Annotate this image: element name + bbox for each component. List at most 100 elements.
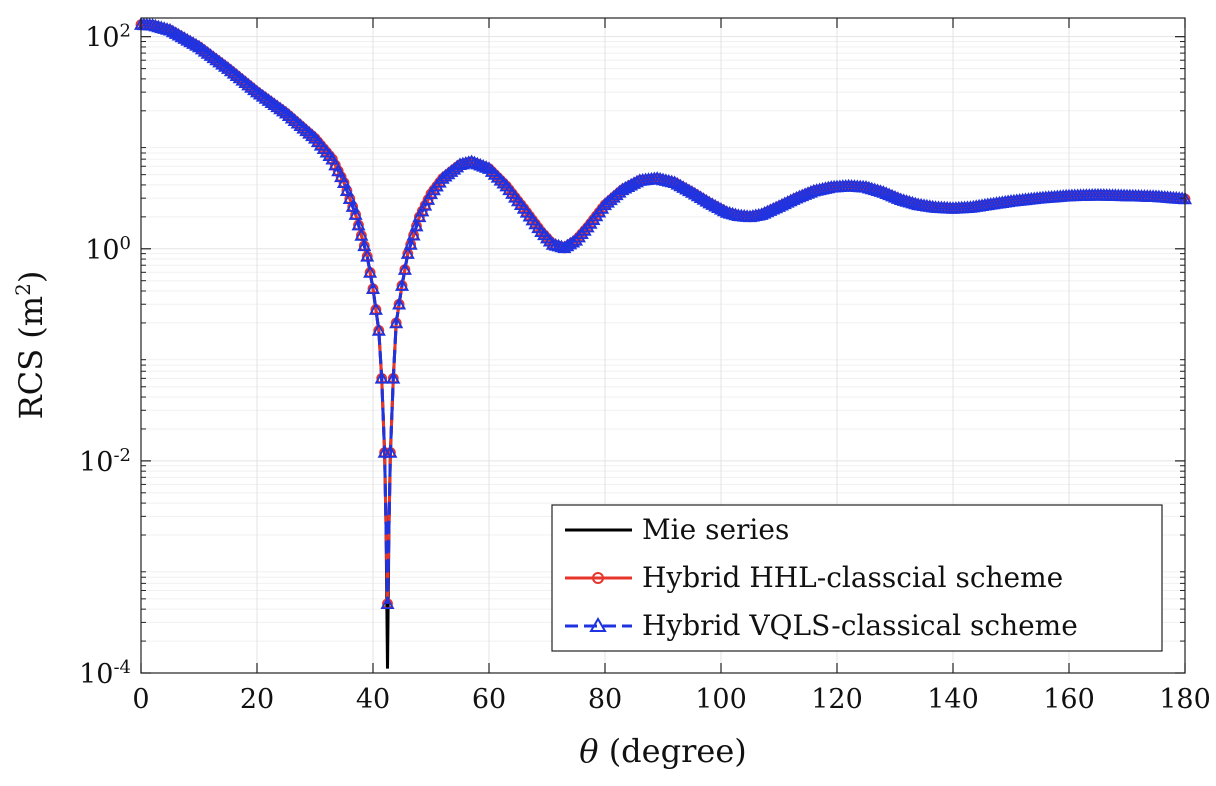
marker-vqls (302, 125, 317, 139)
marker-vqls (882, 187, 897, 201)
marker-vqls (247, 82, 262, 96)
marker-vqls (563, 236, 578, 250)
marker-vqls (890, 191, 905, 204)
plot-frame (140, 17, 1186, 674)
marker-vqls (464, 154, 479, 168)
marker-vqls (354, 228, 369, 241)
marker-vqls (278, 105, 294, 119)
legend-label-mie: Mie series (642, 513, 789, 546)
marker-vqls (273, 101, 288, 115)
marker-vqls (180, 32, 195, 46)
marker-vqls (200, 46, 215, 59)
marker-vqls (244, 80, 259, 93)
marker-vqls (887, 189, 903, 203)
marker-vqls (287, 113, 302, 127)
marker-vqls (162, 22, 178, 36)
marker-vqls (276, 103, 291, 117)
marker-vqls (296, 120, 311, 134)
marker-vqls (357, 238, 372, 252)
x-axis-title: θ (degree) (579, 732, 746, 770)
marker-vqls (293, 118, 308, 132)
marker-vqls (305, 128, 320, 142)
legend-label-vqls: Hybrid VQLS-classical scheme (642, 609, 1078, 642)
marker-vqls (229, 68, 244, 81)
legend-label-hhl: Hybrid HHL-classcial scheme (642, 561, 1063, 594)
marker-vqls (693, 190, 708, 204)
marker-vqls (400, 246, 415, 259)
legend-entry-mie: Mie series (565, 513, 789, 546)
marker-vqls (876, 185, 891, 198)
marker-vqls (708, 198, 723, 212)
marker-vqls (267, 97, 282, 111)
marker-vqls (690, 188, 705, 202)
y-axis-title: RCS (m2) (11, 271, 50, 420)
legend-entry-vqls: Hybrid VQLS-classical scheme (565, 609, 1078, 642)
x-tick-label: 100 (695, 684, 747, 715)
marker-vqls (386, 371, 401, 384)
x-tick-label: 120 (811, 684, 863, 715)
marker-vqls (342, 191, 357, 204)
legend-box (551, 504, 1163, 652)
marker-vqls (165, 24, 180, 38)
marker-vqls (394, 278, 410, 291)
x-tick-label: 160 (1043, 684, 1095, 715)
marker-vqls (360, 248, 375, 262)
marker-vqls (238, 75, 253, 89)
marker-vqls (676, 180, 691, 193)
marker-vqls (626, 176, 642, 189)
x-tick-label: 40 (356, 684, 390, 715)
marker-vqls (336, 175, 352, 188)
x-tick-label: 140 (927, 684, 979, 715)
marker-vqls (191, 39, 207, 53)
marker-vqls (177, 31, 192, 44)
marker-vqls (397, 262, 412, 275)
marker-vqls (212, 54, 227, 68)
marker-vqls (476, 159, 491, 172)
marker-vqls (716, 203, 731, 217)
marker-vqls (351, 217, 366, 231)
marker-vqls (168, 26, 183, 39)
marker-vqls (670, 176, 685, 190)
marker-vqls (879, 186, 894, 199)
x-tick-label: 20 (240, 684, 274, 715)
marker-vqls (284, 110, 299, 124)
y-tick-label: 10-2 (79, 444, 131, 478)
plot-series (133, 17, 1193, 669)
marker-vqls (682, 183, 697, 197)
marker-vqls (571, 229, 586, 243)
marker-vqls (409, 218, 424, 232)
marker-vqls (687, 186, 702, 200)
marker-vqls (206, 50, 221, 64)
marker-vqls (220, 61, 236, 74)
marker-vqls (371, 323, 386, 336)
marker-vqls (403, 237, 418, 250)
marker-vqls (232, 70, 247, 84)
marker-vqls (363, 265, 378, 278)
marker-vqls (389, 315, 404, 329)
marker-vqls (261, 93, 276, 106)
marker-vqls (345, 199, 360, 212)
marker-vqls (365, 281, 381, 295)
grid (140, 18, 1186, 674)
marker-vqls (673, 178, 688, 192)
marker-vqls (197, 43, 212, 57)
marker-vqls (226, 65, 241, 79)
marker-vqls (699, 193, 714, 207)
legend-marker-hhl (592, 572, 604, 584)
marker-vqls (252, 86, 267, 100)
marker-vqls (255, 88, 270, 102)
marker-vqls (281, 108, 296, 121)
marker-vqls (186, 36, 201, 49)
marker-vqls (684, 185, 700, 198)
marker-vqls (223, 63, 238, 77)
marker-vqls (705, 197, 720, 210)
marker-vqls (189, 37, 204, 51)
marker-vqls (702, 195, 717, 209)
marker-vqls (368, 302, 383, 315)
marker-vqls (348, 207, 363, 220)
marker-vqls (696, 192, 711, 205)
x-tick-label: 60 (472, 684, 506, 715)
y-tick-label: 102 (85, 20, 131, 54)
marker-vqls (470, 156, 485, 170)
marker-vqls (290, 115, 305, 129)
